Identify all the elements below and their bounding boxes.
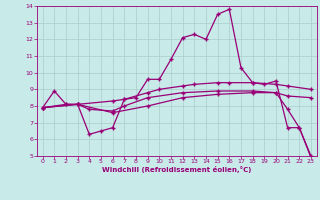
X-axis label: Windchill (Refroidissement éolien,°C): Windchill (Refroidissement éolien,°C) (102, 166, 252, 173)
